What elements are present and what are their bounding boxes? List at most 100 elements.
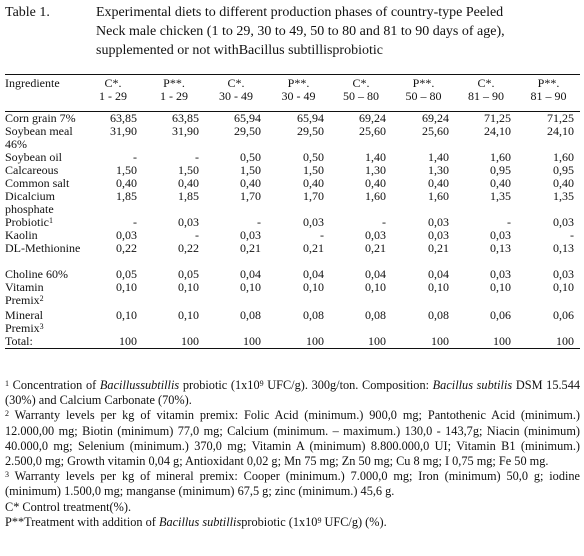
value-cell: 1,70 xyxy=(303,190,324,203)
header-col-8-treatment: P**. xyxy=(537,76,560,90)
header-col-2: P**. 1 - 29 xyxy=(143,74,205,112)
ingredient-cell: Vitamin Premix2 xyxy=(5,281,83,309)
table-row: Soybean meal 46% 31,90 31,90 29,50 29,50 25,6… xyxy=(5,125,580,151)
value-cell: 1,50 xyxy=(116,164,137,177)
header-col-7: C*. 81 – 90 xyxy=(455,74,517,112)
ingredient-cell: Calcareous xyxy=(5,164,83,177)
header-col-1: C*. 1 - 29 xyxy=(83,74,143,112)
table-body: Corn grain 7% 63,85 63,85 65,94 65,94 69,24 69… xyxy=(5,112,580,349)
value-cell: 0,10 xyxy=(553,281,574,294)
value-cell: 0,08 xyxy=(365,309,386,322)
ingredient-name: Probiotic xyxy=(5,216,49,229)
value-cell: 0,10 xyxy=(178,309,199,322)
value-cell: 0,21 xyxy=(428,242,449,255)
header-col-1-treatment: C*. xyxy=(104,76,122,90)
value-cell: 0,05 xyxy=(116,268,137,281)
value-cell: 63,85 xyxy=(110,111,137,125)
ingredient-cell: Soybean meal 46% xyxy=(5,125,83,151)
value-cell: 1,60 xyxy=(365,190,386,203)
ingredient-cell: Total: xyxy=(5,335,83,349)
value-cell: 0,10 xyxy=(178,281,199,294)
header-col-1-days: 1 - 29 xyxy=(99,89,127,103)
value-cell: 0,05 xyxy=(178,268,199,281)
ingredient-cell: Choline 60% xyxy=(5,268,83,281)
ingredient-name: Kaolin xyxy=(5,229,38,242)
value-cell: - xyxy=(195,229,199,242)
value-cell: - xyxy=(195,151,199,164)
value-cell: 0,03 xyxy=(303,216,324,229)
value-cell: 0,03 xyxy=(490,229,511,242)
caption-line-1: Experimental diets to different producti… xyxy=(96,5,504,20)
value-cell: 69,24 xyxy=(359,111,386,125)
header-col-5-days: 50 – 80 xyxy=(343,89,379,103)
caption-line-3: supplemented or not withBacillus subtill… xyxy=(96,43,383,58)
ingredient-cell: Dicalcium phosphate xyxy=(5,190,83,216)
value-cell: 0,03 xyxy=(553,268,574,281)
value-cell: 0,04 xyxy=(365,268,386,281)
value-cell: 0,40 xyxy=(553,177,574,190)
value-cell: 100 xyxy=(392,335,455,349)
value-cell: 29,50 xyxy=(297,125,324,138)
header-col-4-days: 30 - 49 xyxy=(281,89,316,103)
value-cell: 63,85 xyxy=(172,111,199,125)
value-cell: 0,03 xyxy=(240,229,261,242)
value-cell: 24,10 xyxy=(547,125,574,138)
value-cell: - xyxy=(133,216,137,229)
value-cell: 0,10 xyxy=(303,281,324,294)
table-row: Common salt 0,40 0,40 0,40 0,40 0,40 0,40 0,40 0… xyxy=(5,177,580,190)
value-cell: 1,40 xyxy=(365,151,386,164)
footnote-3-text: Warranty levels per kg of mineral premix… xyxy=(5,469,580,499)
value-cell: 0,03 xyxy=(116,229,137,242)
footnote-3-marker: 3 xyxy=(5,470,9,480)
value-cell: 0,03 xyxy=(428,229,449,242)
ingredient-name: DL-Methionine xyxy=(5,242,81,255)
table-row: Corn grain 7% 63,85 63,85 65,94 65,94 69,24 69… xyxy=(5,112,580,126)
header-col-5-treatment: C*. xyxy=(352,76,370,90)
footnote-treatment-species: Bacillus subtillis xyxy=(158,514,242,529)
footnote-treatment-text-d: UFC/g) (%). xyxy=(321,514,387,529)
footnote-1: 1 Concentration of Bacillussubtillis pro… xyxy=(5,378,580,408)
value-cell: 1,60 xyxy=(553,151,574,164)
value-cell: 0,03 xyxy=(178,216,199,229)
value-cell: 0,40 xyxy=(178,177,199,190)
value-cell: 1,60 xyxy=(490,151,511,164)
value-cell: - xyxy=(133,151,137,164)
header-col-4: P**. 30 - 49 xyxy=(267,74,330,112)
value-cell: 0,10 xyxy=(365,281,386,294)
table-header-row: Ingrediente C*. 1 - 29 P**. 1 - 29 C*. 30 -… xyxy=(5,74,580,112)
table-row: Mineral Premix3 0,10 0,10 0,08 0,08 0,08 0,08 0… xyxy=(5,309,580,335)
value-cell: 1,50 xyxy=(240,164,261,177)
ingredient-name: Vitamin Premix xyxy=(5,281,44,307)
value-cell: 31,90 xyxy=(172,125,199,138)
value-cell: 0,04 xyxy=(303,268,324,281)
footnote-1-text-c: probiotic (1x10 xyxy=(179,378,260,392)
header-col-7-days: 81 – 90 xyxy=(468,89,504,103)
footnote-3: 3 Warranty levels per kg of mineral prem… xyxy=(5,469,580,499)
ingredient-cell: Mineral Premix3 xyxy=(5,309,83,335)
ingredient-name: Mineral Premix xyxy=(5,309,43,335)
table-row: DL-Methionine 0,22 0,22 0,21 0,21 0,21 0,21 0,1… xyxy=(5,242,580,268)
footnote-1-text-d: UFC/g). 300g/ton. Composition: xyxy=(263,378,433,392)
ingredient-footnote-marker: 3 xyxy=(39,322,44,331)
header-col-3: C*. 30 - 49 xyxy=(205,74,267,112)
value-cell: - xyxy=(257,216,261,229)
value-cell: 69,24 xyxy=(422,111,449,125)
value-cell: 100 xyxy=(143,335,205,349)
value-cell: 0,10 xyxy=(116,309,137,322)
table-row: Vitamin Premix2 0,10 0,10 0,10 0,10 0,10 0,10 0… xyxy=(5,281,580,309)
value-cell: 100 xyxy=(83,335,143,349)
value-cell: 1,60 xyxy=(428,190,449,203)
header-col-6: P**. 50 – 80 xyxy=(392,74,455,112)
value-cell: 1,35 xyxy=(553,190,574,203)
header-col-6-days: 50 – 80 xyxy=(405,89,442,103)
value-cell: 0,04 xyxy=(428,268,449,281)
ingredient-cell: Soybean oil xyxy=(5,151,83,164)
value-cell: 71,25 xyxy=(547,111,574,125)
ingredient-cell: Corn grain 7% xyxy=(5,112,83,126)
value-cell: 1,30 xyxy=(428,164,449,177)
table-row: Soybean oil - - 0,50 0,50 1,40 1,40 1,60 1,60 xyxy=(5,151,580,164)
ingredient-cell: DL-Methionine xyxy=(5,242,83,268)
header-ingredient: Ingrediente xyxy=(5,74,83,112)
footnote-1-text-f: DSM 15.544 (30%) and Calcium Carbonate (… xyxy=(5,378,580,408)
